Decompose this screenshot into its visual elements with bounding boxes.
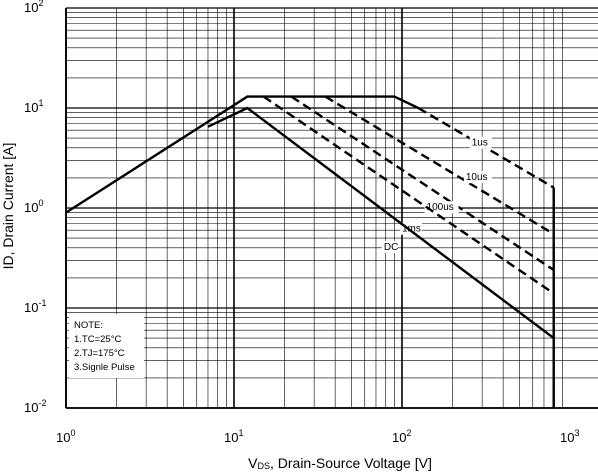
note-box: NOTE: 1.TC=25°C 2.TJ=175°C 3.Signle Puls… <box>69 314 144 378</box>
x-axis-title-subscript: DS <box>257 461 270 471</box>
series-label-DC: DC <box>384 242 398 253</box>
y-tick-label: 101 <box>24 98 43 115</box>
series-label-background <box>469 136 492 149</box>
y-axis-title: ID, Drain Current [A] <box>0 143 16 270</box>
series-label-1us: 1us <box>472 138 488 149</box>
series-line-DC <box>207 106 555 340</box>
series-line-1ms <box>262 95 555 295</box>
series-label-background <box>381 241 398 254</box>
curves: 1us 10us 100us 1ms DC <box>65 95 555 408</box>
grid <box>65 7 598 409</box>
y-tick-labels: 102 101 100 10-1 10-2 <box>24 0 46 415</box>
series-label-background <box>463 171 492 184</box>
y-tick-label: 10-1 <box>24 298 46 315</box>
x-axis-title-prefix: V <box>248 455 258 471</box>
x-tick-label: 100 <box>56 428 75 445</box>
series-label-10us: 10us <box>466 172 488 183</box>
x-tick-label: 101 <box>224 428 243 445</box>
x-axis-title-rest: , Drain-Source Voltage [V] <box>270 455 432 471</box>
note-line-3: 3.Signle Pulse <box>74 362 135 373</box>
series-label-100us: 100us <box>427 202 454 213</box>
x-tick-labels: 100 101 102 103 <box>56 428 579 445</box>
y-tick-label: 10-2 <box>24 398 46 415</box>
series-label-1ms: 1ms <box>402 224 421 235</box>
x-tick-label: 103 <box>560 428 579 445</box>
y-tick-label: 102 <box>24 0 43 15</box>
series-line-100us <box>290 95 555 272</box>
x-tick-label: 102 <box>392 428 411 445</box>
note-title: NOTE: <box>74 320 103 331</box>
series-line-10us <box>324 95 555 236</box>
y-tick-label: 100 <box>24 198 43 215</box>
x-axis-title: VDS, Drain-Source Voltage [V] <box>248 455 432 471</box>
note-line-1: 1.TC=25°C <box>74 334 122 345</box>
boundary-curve <box>65 95 419 214</box>
note-line-2: 2.TJ=175°C <box>74 348 125 359</box>
